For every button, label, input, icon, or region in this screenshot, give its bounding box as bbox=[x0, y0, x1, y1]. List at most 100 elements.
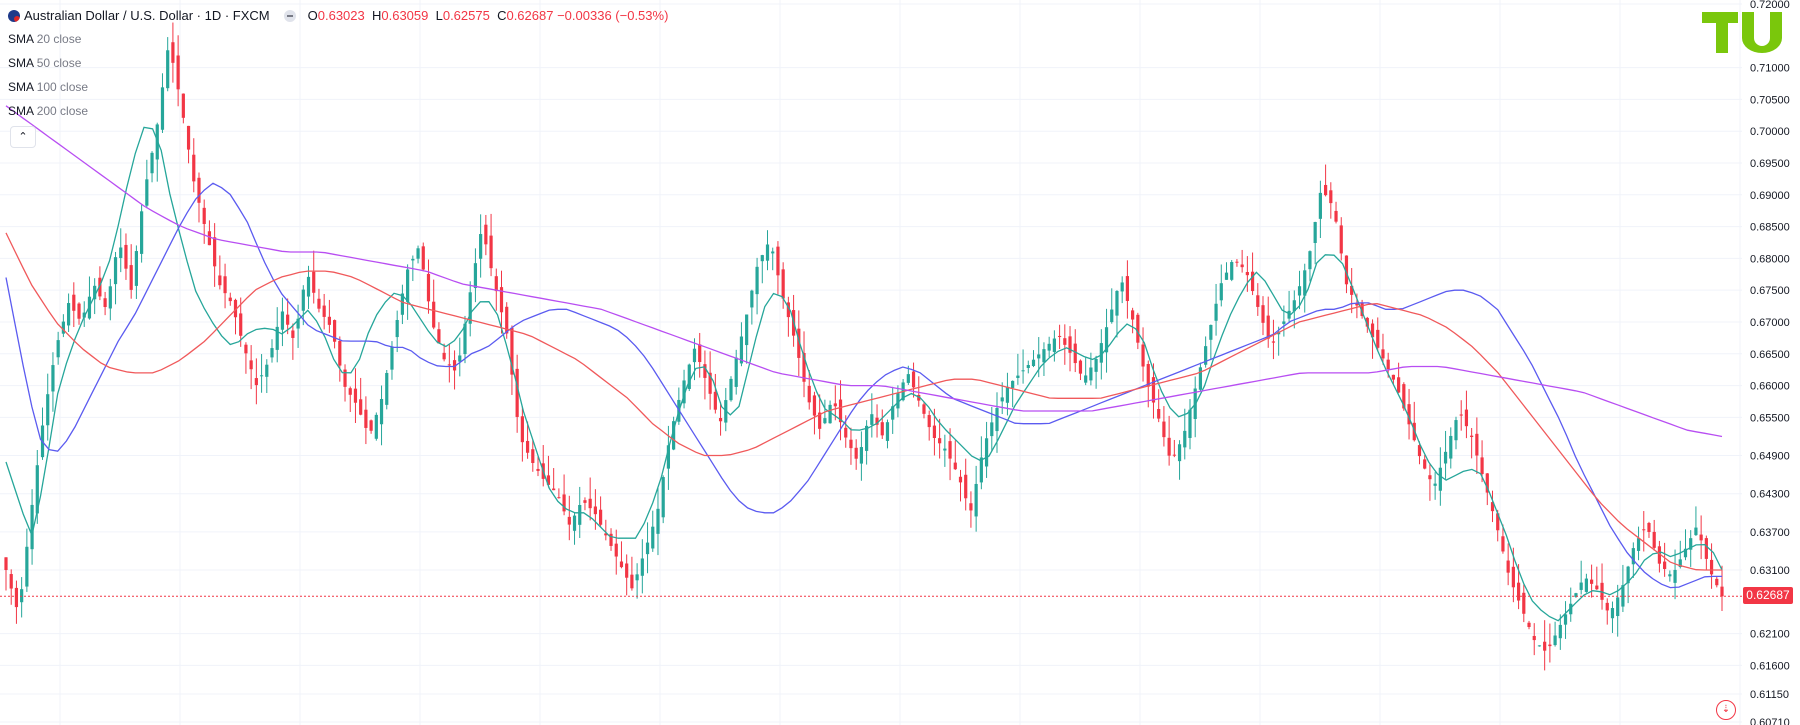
candle-body bbox=[651, 526, 655, 549]
candle-body bbox=[103, 298, 107, 308]
candle-body bbox=[666, 445, 671, 469]
candle-body bbox=[1151, 377, 1156, 403]
candle-body bbox=[1355, 303, 1359, 306]
candle-body bbox=[1256, 295, 1260, 307]
candle-body bbox=[812, 395, 817, 416]
candle-body bbox=[734, 357, 738, 387]
candle-body bbox=[1250, 271, 1255, 292]
indicator-sma-200[interactable]: SMA 200 close bbox=[8, 104, 89, 118]
candle-body bbox=[20, 589, 24, 603]
candle-body bbox=[233, 299, 238, 318]
collapse-legend-button[interactable]: ⌃ bbox=[10, 126, 36, 148]
candle-body bbox=[1678, 559, 1682, 567]
symbol-title[interactable]: Australian Dollar / U.S. Dollar · 1D · F… bbox=[24, 8, 270, 23]
candle-body bbox=[343, 369, 347, 387]
candle-body bbox=[374, 414, 378, 439]
close-label: C bbox=[497, 8, 507, 23]
candle-body bbox=[437, 329, 441, 344]
candle-body bbox=[421, 246, 425, 270]
candle-body bbox=[353, 388, 358, 403]
candle-body bbox=[1360, 302, 1364, 317]
candle-body bbox=[270, 348, 274, 358]
candle-body bbox=[1365, 317, 1369, 327]
candle-body bbox=[760, 255, 764, 262]
candle-body bbox=[661, 477, 665, 518]
chart-nav-icon[interactable]: ⇣ bbox=[1716, 700, 1736, 720]
candle-body bbox=[1110, 309, 1114, 323]
candle-body bbox=[1141, 344, 1145, 367]
candle-body bbox=[525, 440, 530, 453]
indicator-sma-20[interactable]: SMA 20 close bbox=[8, 32, 82, 46]
price-tick-label: 0.66500 bbox=[1750, 349, 1790, 361]
candle-body bbox=[1511, 566, 1515, 588]
candle-body bbox=[1261, 305, 1265, 323]
candle-body bbox=[640, 558, 644, 576]
indicator-sma-50[interactable]: SMA 50 close bbox=[8, 56, 82, 70]
candle-body bbox=[739, 336, 744, 364]
price-tick-label: 0.69500 bbox=[1750, 158, 1790, 170]
candle-body bbox=[463, 323, 467, 355]
candle-body bbox=[1162, 421, 1166, 438]
candle-body bbox=[1370, 323, 1375, 338]
candle-body bbox=[140, 211, 144, 254]
high-label: H bbox=[371, 8, 382, 23]
price-tick-label: 0.69000 bbox=[1750, 190, 1790, 202]
candle-body bbox=[583, 500, 587, 503]
candle-body bbox=[567, 516, 571, 525]
candle-body bbox=[327, 316, 331, 325]
candle-body bbox=[1224, 272, 1229, 280]
price-tick-label: 0.67500 bbox=[1750, 285, 1790, 297]
candle-body bbox=[984, 438, 989, 467]
candle-body bbox=[546, 475, 551, 485]
candle-body bbox=[207, 231, 212, 246]
candle-body bbox=[1516, 582, 1521, 601]
candle-body bbox=[588, 498, 592, 509]
candle-body bbox=[1699, 534, 1703, 541]
candle-body bbox=[1470, 435, 1474, 437]
candle-body bbox=[1063, 338, 1067, 345]
candle-body bbox=[359, 399, 363, 415]
candle-body bbox=[1417, 445, 1422, 457]
candle-body bbox=[1636, 538, 1641, 551]
candle-body bbox=[1089, 367, 1093, 381]
candle-body bbox=[562, 494, 566, 512]
candle-body bbox=[505, 306, 509, 334]
candle-body bbox=[1454, 420, 1458, 441]
candle-body bbox=[66, 303, 71, 326]
candle-body bbox=[1480, 457, 1484, 475]
candle-body bbox=[1391, 374, 1396, 380]
candle-body bbox=[1292, 300, 1296, 312]
candle-body bbox=[1443, 451, 1448, 464]
change-value: −0.00336 (−0.53%) bbox=[557, 8, 669, 23]
candle-body bbox=[953, 462, 957, 470]
price-tick-label: 0.71000 bbox=[1750, 63, 1790, 75]
candle-body bbox=[1000, 397, 1004, 402]
candle-body bbox=[698, 344, 702, 363]
candle-body bbox=[56, 340, 60, 358]
candle-body bbox=[1610, 608, 1615, 619]
candle-body bbox=[911, 371, 916, 388]
visibility-icon[interactable] bbox=[283, 10, 296, 22]
candle-body bbox=[1323, 184, 1328, 196]
candle-body bbox=[1078, 360, 1083, 374]
candle-body bbox=[1709, 559, 1714, 575]
candle-body bbox=[249, 360, 253, 370]
candle-body bbox=[1496, 513, 1500, 531]
candle-body bbox=[452, 360, 457, 371]
candle-body bbox=[484, 224, 488, 245]
candle-body bbox=[134, 251, 138, 286]
candle-body bbox=[609, 533, 613, 546]
candle-body bbox=[1318, 192, 1322, 219]
candle-body bbox=[682, 380, 686, 404]
candle-body bbox=[1214, 303, 1218, 321]
candle-body bbox=[1522, 592, 1526, 614]
sma-50-line bbox=[5, 182, 1722, 589]
candle-body bbox=[1073, 343, 1077, 364]
candle-body bbox=[1068, 336, 1072, 353]
candle-body bbox=[82, 312, 86, 318]
indicator-sma-100[interactable]: SMA 100 close bbox=[8, 80, 89, 94]
candle-body bbox=[218, 275, 222, 286]
candle-body bbox=[400, 293, 405, 315]
candle-body bbox=[692, 348, 697, 363]
